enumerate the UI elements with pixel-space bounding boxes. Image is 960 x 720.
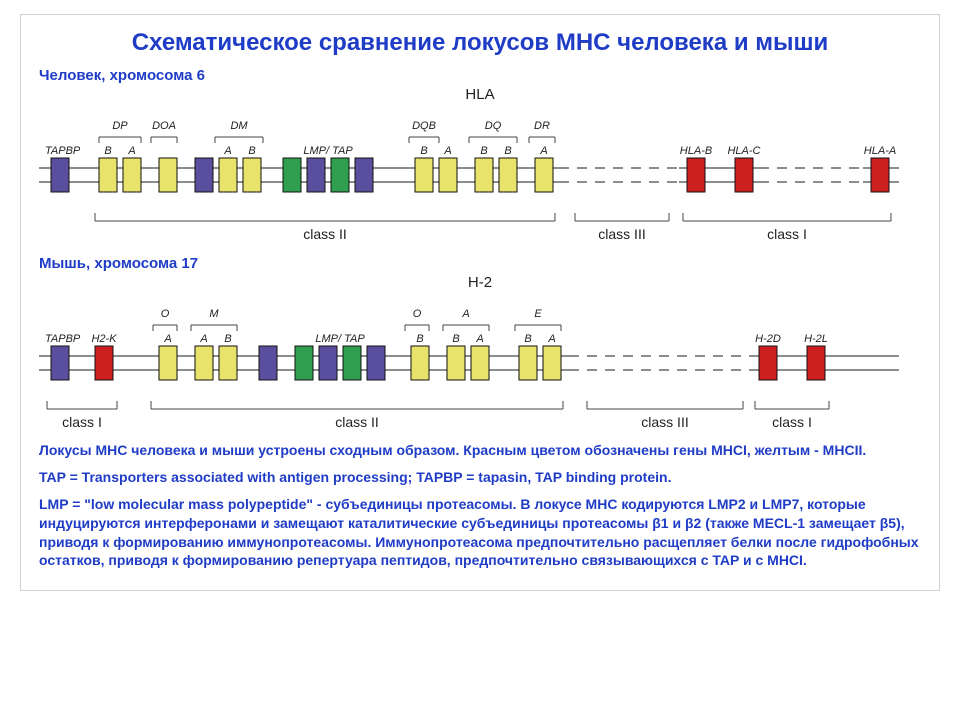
gene-label: TAPBP: [45, 333, 81, 345]
mouse-locus-diagram: TAPBP H2-K A A B B B A B A H-2D H-2L O M LMP/ TAP O A Ecl…: [39, 293, 909, 433]
gene-box: [159, 346, 177, 380]
gene-box: [123, 158, 141, 192]
gene-box: [51, 158, 69, 192]
gene-box: [51, 346, 69, 380]
notes-block: Локусы MHC человека и мыши устроены сход…: [39, 441, 921, 570]
gene-box: [243, 158, 261, 192]
gene-box: [519, 346, 537, 380]
gene-box: [439, 158, 457, 192]
gene-label: A: [443, 145, 451, 157]
gene-box: [319, 346, 337, 380]
human-locus-name: HLA: [39, 86, 921, 103]
gene-label: H2-K: [91, 333, 117, 345]
gene-label: HLA-B: [680, 145, 712, 157]
group-label: O: [413, 308, 422, 320]
gene-box: [367, 346, 385, 380]
gene-box: [219, 158, 237, 192]
gene-box: [759, 346, 777, 380]
class-label: class I: [767, 226, 807, 242]
gene-box: [295, 346, 313, 380]
gene-box: [307, 158, 325, 192]
gene-label: A: [223, 145, 231, 157]
group-label: LMP/ TAP: [303, 145, 353, 157]
group-label: DP: [112, 120, 128, 132]
gene-label: B: [104, 145, 111, 157]
page-title: Схематическое сравнение локусов MHC чело…: [39, 29, 921, 57]
gene-box: [687, 158, 705, 192]
gene-label: H-2L: [804, 333, 828, 345]
gene-box: [219, 346, 237, 380]
gene-box: [447, 346, 465, 380]
gene-label: TAPBP: [45, 145, 81, 157]
gene-box: [499, 158, 517, 192]
gene-label: A: [475, 333, 483, 345]
gene-label: B: [504, 145, 511, 157]
class-label: class I: [62, 414, 102, 430]
group-label: O: [161, 308, 170, 320]
gene-label: B: [480, 145, 487, 157]
gene-label: A: [539, 145, 547, 157]
gene-box: [471, 346, 489, 380]
group-label: DR: [534, 120, 550, 132]
gene-box: [415, 158, 433, 192]
gene-label: A: [199, 333, 207, 345]
gene-box: [331, 158, 349, 192]
gene-label: A: [127, 145, 135, 157]
group-label: A: [461, 308, 469, 320]
gene-box: [159, 158, 177, 192]
gene-label: B: [452, 333, 459, 345]
note-line: TAP = Transporters associated with antig…: [39, 468, 921, 487]
gene-label: B: [420, 145, 427, 157]
gene-box: [283, 158, 301, 192]
gene-box: [807, 346, 825, 380]
gene-label: H-2D: [755, 333, 781, 345]
group-label: E: [534, 308, 542, 320]
gene-label: HLA-A: [864, 145, 896, 157]
group-label: DOA: [152, 120, 176, 132]
gene-box: [543, 346, 561, 380]
class-label: class III: [641, 414, 688, 430]
class-label: class II: [335, 414, 379, 430]
gene-box: [735, 158, 753, 192]
group-label: LMP/ TAP: [315, 333, 365, 345]
group-label: M: [209, 308, 219, 320]
human-subtitle: Человек, хромосома 6: [39, 67, 921, 84]
gene-box: [871, 158, 889, 192]
gene-box: [195, 158, 213, 192]
human-locus-diagram: TAPBP B A A B B A B B A HLA-B HLA-C HLA-A DP DOA DM LMP/…: [39, 105, 909, 245]
gene-label: A: [547, 333, 555, 345]
gene-box: [475, 158, 493, 192]
gene-box: [411, 346, 429, 380]
gene-box: [259, 346, 277, 380]
mouse-subtitle: Мышь, хромосома 17: [39, 255, 921, 272]
gene-box: [355, 158, 373, 192]
class-label: class II: [303, 226, 347, 242]
gene-label: B: [224, 333, 231, 345]
gene-label: HLA-C: [727, 145, 760, 157]
mouse-locus-name: H-2: [39, 274, 921, 291]
gene-box: [99, 158, 117, 192]
group-label: DQB: [412, 120, 436, 132]
gene-label: B: [416, 333, 423, 345]
gene-box: [535, 158, 553, 192]
note-line: Локусы MHC человека и мыши устроены сход…: [39, 441, 921, 460]
class-label: class I: [772, 414, 812, 430]
class-label: class III: [598, 226, 645, 242]
gene-label: B: [248, 145, 255, 157]
gene-label: B: [524, 333, 531, 345]
note-line: LMP = "low molecular mass polypeptide" -…: [39, 495, 921, 571]
gene-label: A: [163, 333, 171, 345]
group-label: DM: [230, 120, 248, 132]
gene-box: [195, 346, 213, 380]
group-label: DQ: [485, 120, 502, 132]
gene-box: [343, 346, 361, 380]
gene-box: [95, 346, 113, 380]
